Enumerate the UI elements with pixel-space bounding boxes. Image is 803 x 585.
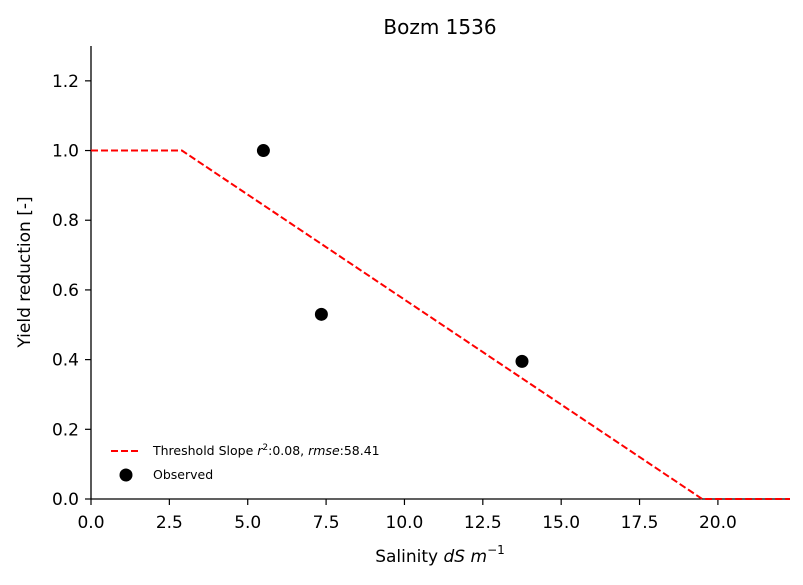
y-ticks: 0.0 0.2 0.4 0.6 0.8 1.0 1.2 — [52, 72, 91, 510]
legend-line-label: Threshold Slope r2:0.08, rmse:58.41 — [152, 443, 380, 458]
x-axis-title: Salinity dS m−1 — [375, 543, 505, 567]
threshold-slope-line — [91, 149, 790, 500]
observed-point — [515, 354, 529, 368]
x-tick-label: 10.0 — [386, 513, 424, 533]
x-ticks: 0.0 2.5 5.0 7.5 10.0 12.5 15.0 17.5 20.0 — [77, 499, 737, 533]
y-axis-title: Yield reduction [-] — [15, 196, 35, 348]
x-tick-label: 20.0 — [699, 513, 737, 533]
y-tick-label: 0.6 — [52, 281, 79, 301]
legend-scatter-label: Observed — [153, 467, 213, 482]
y-tick-label: 1.0 — [52, 142, 79, 162]
x-tick-label: 15.0 — [542, 513, 580, 533]
x-tick-label: 7.5 — [313, 513, 340, 533]
legend: Threshold Slope r2:0.08, rmse:58.41 Obse… — [111, 443, 380, 482]
x-tick-label: 17.5 — [621, 513, 659, 533]
y-tick-label: 0.8 — [52, 211, 79, 231]
y-tick-label: 0.0 — [52, 490, 79, 510]
observed-point — [256, 144, 270, 158]
x-tick-label: 12.5 — [464, 513, 502, 533]
y-tick-label: 0.4 — [52, 351, 79, 371]
x-tick-label: 0.0 — [77, 513, 104, 533]
series-layer — [91, 144, 790, 500]
x-tick-label: 2.5 — [156, 513, 183, 533]
x-tick-label: 5.0 — [234, 513, 261, 533]
y-tick-label: 1.2 — [52, 72, 79, 92]
observed-point — [314, 307, 328, 321]
legend-marker-swatch — [119, 468, 133, 482]
y-tick-label: 0.2 — [52, 420, 79, 440]
chart-title: Bozm 1536 — [383, 15, 496, 39]
